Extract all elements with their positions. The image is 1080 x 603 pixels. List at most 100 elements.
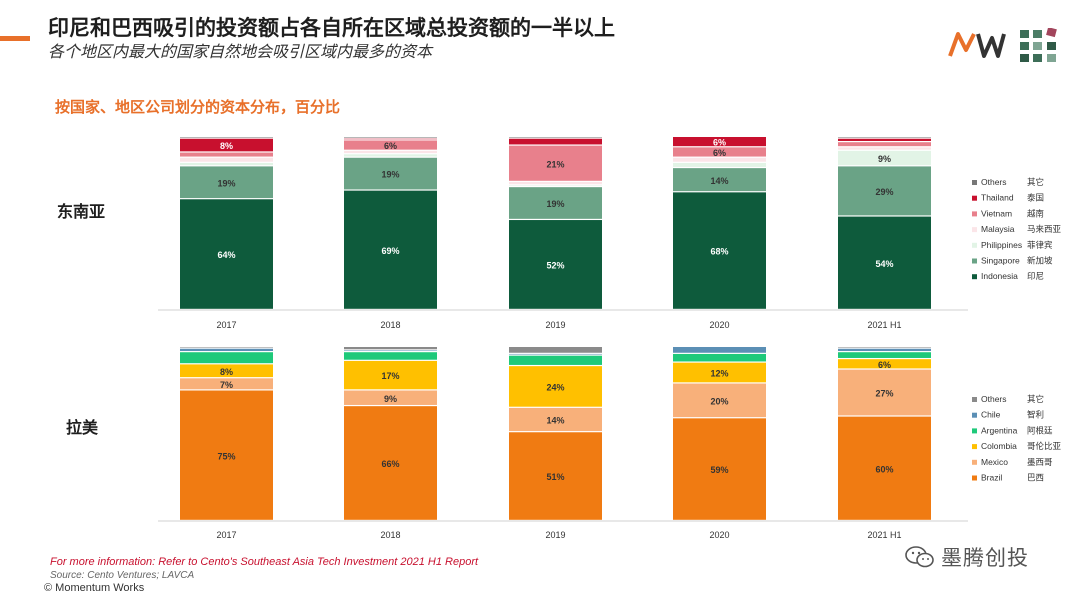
footer-more-info: For more information: Refer to Cento's S…	[50, 556, 479, 568]
bar-seg-0-philippines-2	[509, 185, 602, 186]
bar-seg-0-singapore-2	[509, 187, 602, 219]
legend-label-1-4: Mexico	[981, 457, 1008, 467]
data-label-1-0-2: 51%	[546, 472, 564, 482]
legend-swatch-0-1	[972, 195, 977, 201]
page-subtitle: 各个地区内最大的国家自然地会吸引区域内最多的资本	[48, 44, 433, 61]
legend-swatch-1-0	[972, 397, 977, 402]
bar-seg-1-mexico-4	[838, 369, 931, 416]
bar-seg-0-vietnam-3	[673, 147, 766, 157]
data-label-0-1-4: 29%	[875, 187, 893, 197]
bar-seg-0-singapore-3	[673, 168, 766, 192]
data-label-1-2-1: 17%	[381, 371, 399, 381]
bar-seg-0-singapore-4	[838, 166, 931, 216]
x-tick-label-1-0: 2017	[216, 530, 236, 540]
bar-seg-0-malaysia-4	[838, 147, 931, 150]
data-label-0-1-2: 19%	[546, 199, 564, 209]
bar-seg-0-indonesia-2	[509, 220, 602, 309]
bar-seg-0-thailand-4	[838, 138, 931, 141]
bar-seg-0-malaysia-0	[180, 157, 273, 162]
legend-label-0-4: Philippines	[981, 240, 1022, 250]
legend-label-cn-1-1: 智利	[1027, 410, 1044, 421]
bar-seg-0-indonesia-4	[838, 216, 931, 309]
bar-seg-0-indonesia-0	[180, 199, 273, 309]
data-label-0-4-3: 6%	[713, 148, 726, 158]
data-label-0-1-3: 14%	[710, 176, 728, 186]
data-label-0-0-2: 52%	[546, 261, 564, 271]
legend-label-cn-0-1: 泰国	[1027, 193, 1044, 204]
watermark-text: 墨腾创投	[941, 547, 1029, 570]
bar-seg-1-argentina-0	[180, 352, 273, 364]
legend-swatch-0-3	[972, 227, 977, 233]
data-label-0-0-4: 54%	[875, 259, 893, 269]
data-label-1-2-4: 6%	[878, 360, 891, 370]
bar-seg-0-indonesia-1	[344, 190, 437, 309]
bar-seg-1-others-2	[509, 347, 602, 353]
bar-seg-1-brazil-4	[838, 416, 931, 520]
bar-seg-1-chile-3	[673, 347, 766, 353]
bar-seg-1-mexico-2	[509, 407, 602, 432]
bar-seg-1-colombia-4	[838, 359, 931, 369]
data-label-0-4-2: 21%	[546, 159, 564, 169]
bar-seg-0-thailand-2	[509, 138, 602, 145]
x-tick-label-0-0: 2017	[216, 320, 236, 330]
legend-label-0-6: Indonesia	[981, 271, 1018, 281]
title-accent-bar	[0, 36, 30, 41]
legend-label-cn-0-4: 菲律宾	[1027, 240, 1053, 251]
bar-seg-1-chile-0	[180, 348, 273, 352]
bar-seg-1-argentina-4	[838, 352, 931, 358]
legend-label-1-5: Brazil	[981, 473, 1002, 483]
legend-label-cn-1-3: 哥伦比亚	[1027, 441, 1062, 452]
bar-seg-1-others-4	[838, 347, 931, 348]
bar-seg-0-malaysia-1	[344, 150, 437, 154]
data-label-1-1-4: 27%	[875, 389, 893, 399]
legend-label-1-0: Others	[981, 394, 1007, 404]
legend-label-0-0: Others	[981, 177, 1007, 187]
legend-label-cn-0-3: 马来西亚	[1027, 225, 1062, 235]
legend-label-0-1: Thailand	[981, 193, 1014, 203]
bar-seg-0-others-0	[180, 137, 273, 138]
bar-seg-1-chile-1	[344, 350, 437, 352]
bar-seg-0-singapore-1	[344, 157, 437, 190]
x-tick-label-0-4: 2021 H1	[867, 320, 901, 330]
footer-copyright: © Momentum Works	[44, 582, 145, 594]
legend-label-1-2: Argentina	[981, 425, 1018, 435]
data-label-1-0-4: 60%	[875, 464, 893, 474]
data-label-1-0-0: 75%	[217, 451, 235, 461]
region-label-latam: 拉美	[66, 420, 99, 437]
bar-seg-1-colombia-0	[180, 364, 273, 378]
wechat-watermark: 墨腾创投	[905, 542, 1029, 572]
x-tick-label-1-2: 2019	[545, 530, 565, 540]
legend-swatch-1-5	[972, 475, 977, 481]
legend-swatch-0-2	[972, 211, 977, 217]
bar-seg-1-chile-4	[838, 348, 931, 352]
data-label-0-2-4: 9%	[878, 154, 891, 164]
bar-seg-1-argentina-3	[673, 353, 766, 362]
bar-seg-0-vietnam-0	[180, 152, 273, 157]
bar-seg-1-brazil-2	[509, 432, 602, 520]
legend-label-cn-0-0: 其它	[1027, 177, 1044, 188]
data-label-1-1-2: 14%	[546, 416, 564, 426]
bar-seg-1-mexico-3	[673, 383, 766, 418]
data-label-1-0-3: 59%	[710, 465, 728, 475]
bar-seg-0-indonesia-3	[673, 192, 766, 309]
bar-seg-0-vietnam-4	[838, 142, 931, 147]
bar-seg-0-philippines-4	[838, 150, 931, 166]
bar-seg-1-others-1	[344, 347, 437, 350]
footer-source: Source: Cento Ventures; LAVCA	[50, 570, 195, 581]
bar-seg-0-thailand-3	[673, 137, 766, 147]
data-label-1-1-0: 7%	[220, 380, 233, 390]
x-tick-label-1-1: 2018	[380, 530, 400, 540]
bar-seg-0-philippines-3	[673, 162, 766, 167]
legend-label-cn-0-5: 新加坡	[1027, 256, 1053, 267]
bar-seg-0-philippines-0	[180, 162, 273, 166]
data-label-1-0-1: 66%	[381, 459, 399, 469]
bar-seg-1-colombia-1	[344, 360, 437, 390]
legend-label-cn-0-6: 印尼	[1027, 271, 1044, 282]
x-tick-label-0-3: 2020	[709, 320, 729, 330]
data-label-0-0-1: 69%	[381, 246, 399, 256]
bar-seg-1-brazil-3	[673, 418, 766, 520]
bar-seg-1-argentina-1	[344, 352, 437, 360]
data-label-0-0-0: 64%	[217, 250, 235, 260]
legend-label-cn-1-0: 其它	[1027, 394, 1044, 405]
